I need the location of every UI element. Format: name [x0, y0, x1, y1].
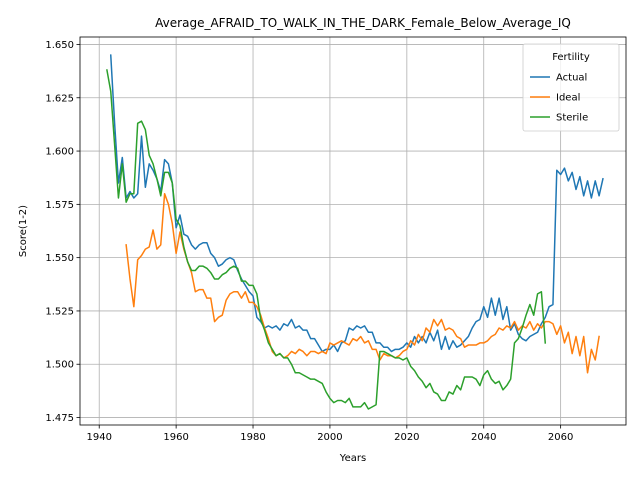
series-line-sterile — [106, 69, 547, 410]
x-tick-label: 2000 — [317, 432, 342, 443]
x-axis: 1940 1960 1980 2000 2020 2040 2060 — [86, 425, 573, 443]
legend-title: Fertility — [552, 52, 590, 63]
y-tick-label: 1.625 — [45, 93, 74, 104]
plot-frame — [79, 36, 627, 426]
series-line-ideal — [125, 192, 600, 374]
legend-items: Actual Ideal Sterile — [530, 73, 588, 124]
y-axis-label: Score(1-2) — [18, 205, 29, 257]
y-tick-label: 1.575 — [45, 200, 74, 211]
legend-box — [522, 43, 620, 132]
legend-label-sterile: Sterile — [556, 113, 588, 124]
x-tick-label: 2020 — [394, 432, 419, 443]
series-line-actual — [109, 54, 604, 353]
y-tick-label: 1.600 — [45, 147, 74, 158]
legend: Fertility Actual Ideal Sterile — [522, 43, 620, 132]
x-tick-label: 1940 — [86, 432, 111, 443]
y-axis: 1.475 1.500 1.525 1.550 1.575 1.600 1.625 1.650 — [45, 40, 80, 424]
legend-label-actual: Actual — [556, 73, 587, 84]
x-tick-label: 1980 — [240, 432, 265, 443]
x-tick-label: 1960 — [163, 432, 188, 443]
plot-lines — [106, 54, 604, 410]
y-tick-label: 1.500 — [45, 360, 74, 371]
chart-title: Average_AFRAID_TO_WALK_IN_THE_DARK_Femal… — [155, 16, 571, 30]
y-tick-label: 1.550 — [45, 253, 74, 264]
y-tick-label: 1.650 — [45, 40, 74, 51]
y-tick-label: 1.525 — [45, 306, 74, 317]
x-tick-label: 2040 — [471, 432, 496, 443]
legend-label-ideal: Ideal — [556, 93, 580, 104]
y-tick-label: 1.475 — [45, 413, 74, 424]
x-tick-label: 2060 — [548, 432, 573, 443]
x-axis-label: Years — [339, 453, 366, 464]
